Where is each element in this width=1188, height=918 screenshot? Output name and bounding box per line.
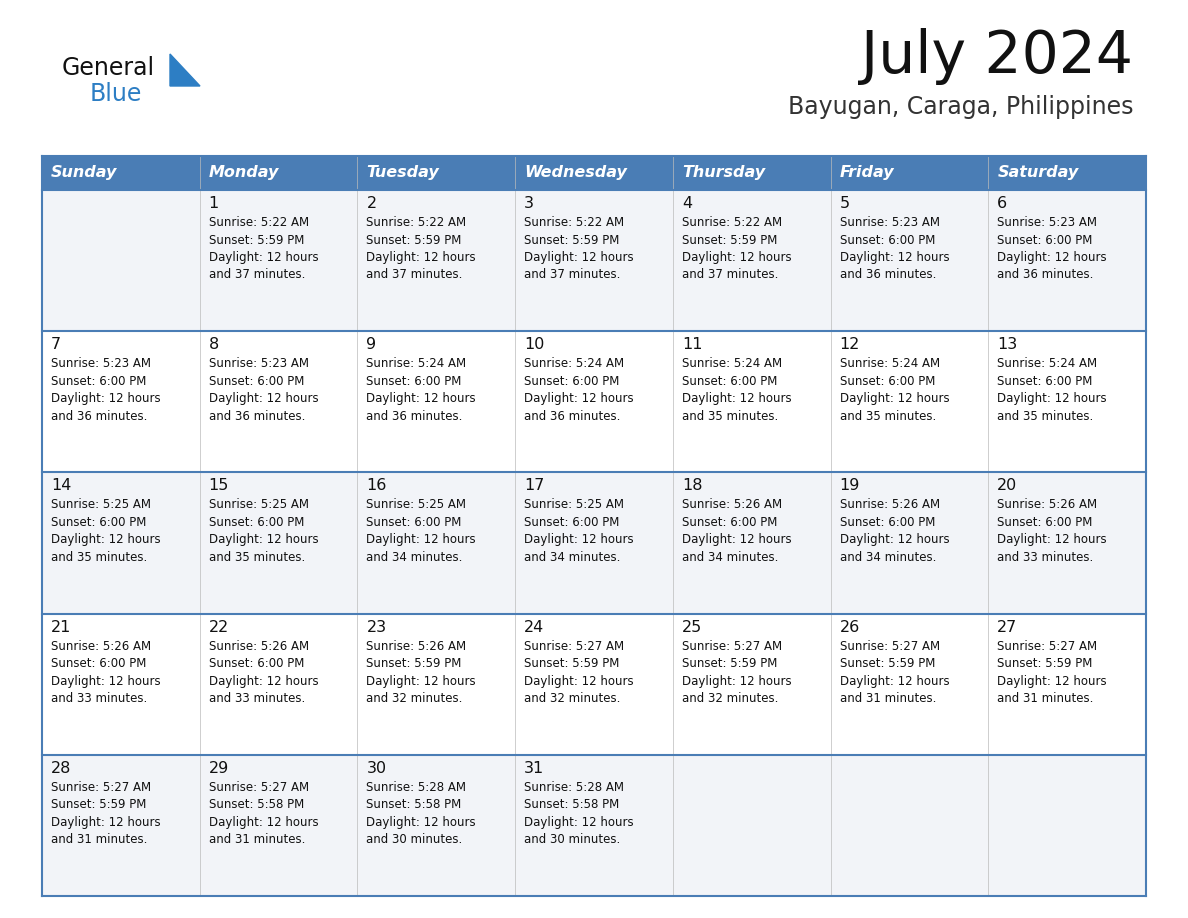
Text: 7: 7 bbox=[51, 337, 61, 353]
Text: Tuesday: Tuesday bbox=[366, 165, 440, 181]
Text: Sunrise: 5:26 AM
Sunset: 6:00 PM
Daylight: 12 hours
and 33 minutes.: Sunrise: 5:26 AM Sunset: 6:00 PM Dayligh… bbox=[51, 640, 160, 705]
Text: July 2024: July 2024 bbox=[861, 28, 1133, 85]
Text: Sunrise: 5:25 AM
Sunset: 6:00 PM
Daylight: 12 hours
and 35 minutes.: Sunrise: 5:25 AM Sunset: 6:00 PM Dayligh… bbox=[209, 498, 318, 564]
Text: 10: 10 bbox=[524, 337, 544, 353]
Text: Sunrise: 5:26 AM
Sunset: 6:00 PM
Daylight: 12 hours
and 33 minutes.: Sunrise: 5:26 AM Sunset: 6:00 PM Dayligh… bbox=[997, 498, 1107, 564]
Bar bbox=[42, 156, 1146, 190]
Text: 27: 27 bbox=[997, 620, 1018, 634]
Text: 2: 2 bbox=[366, 196, 377, 211]
Text: 5: 5 bbox=[840, 196, 849, 211]
Text: Sunrise: 5:26 AM
Sunset: 6:00 PM
Daylight: 12 hours
and 34 minutes.: Sunrise: 5:26 AM Sunset: 6:00 PM Dayligh… bbox=[840, 498, 949, 564]
Text: Sunrise: 5:22 AM
Sunset: 5:59 PM
Daylight: 12 hours
and 37 minutes.: Sunrise: 5:22 AM Sunset: 5:59 PM Dayligh… bbox=[209, 216, 318, 282]
Text: 17: 17 bbox=[524, 478, 544, 493]
Text: Sunrise: 5:27 AM
Sunset: 5:59 PM
Daylight: 12 hours
and 31 minutes.: Sunrise: 5:27 AM Sunset: 5:59 PM Dayligh… bbox=[997, 640, 1107, 705]
Text: 21: 21 bbox=[51, 620, 71, 634]
Text: Friday: Friday bbox=[840, 165, 895, 181]
Text: Sunrise: 5:24 AM
Sunset: 6:00 PM
Daylight: 12 hours
and 35 minutes.: Sunrise: 5:24 AM Sunset: 6:00 PM Dayligh… bbox=[997, 357, 1107, 422]
Text: Sunrise: 5:27 AM
Sunset: 5:59 PM
Daylight: 12 hours
and 32 minutes.: Sunrise: 5:27 AM Sunset: 5:59 PM Dayligh… bbox=[524, 640, 633, 705]
Text: Wednesday: Wednesday bbox=[524, 165, 627, 181]
Text: 19: 19 bbox=[840, 478, 860, 493]
Text: 26: 26 bbox=[840, 620, 860, 634]
Text: Saturday: Saturday bbox=[997, 165, 1079, 181]
Text: Sunrise: 5:26 AM
Sunset: 6:00 PM
Daylight: 12 hours
and 33 minutes.: Sunrise: 5:26 AM Sunset: 6:00 PM Dayligh… bbox=[209, 640, 318, 705]
Text: Sunrise: 5:23 AM
Sunset: 6:00 PM
Daylight: 12 hours
and 36 minutes.: Sunrise: 5:23 AM Sunset: 6:00 PM Dayligh… bbox=[840, 216, 949, 282]
Text: 16: 16 bbox=[366, 478, 387, 493]
Text: Thursday: Thursday bbox=[682, 165, 765, 181]
Text: Sunrise: 5:24 AM
Sunset: 6:00 PM
Daylight: 12 hours
and 35 minutes.: Sunrise: 5:24 AM Sunset: 6:00 PM Dayligh… bbox=[840, 357, 949, 422]
Text: 15: 15 bbox=[209, 478, 229, 493]
Text: 20: 20 bbox=[997, 478, 1018, 493]
Text: Sunday: Sunday bbox=[51, 165, 118, 181]
Polygon shape bbox=[170, 54, 200, 86]
Text: Sunrise: 5:25 AM
Sunset: 6:00 PM
Daylight: 12 hours
and 34 minutes.: Sunrise: 5:25 AM Sunset: 6:00 PM Dayligh… bbox=[366, 498, 476, 564]
Text: 3: 3 bbox=[524, 196, 535, 211]
Text: 4: 4 bbox=[682, 196, 691, 211]
Text: Sunrise: 5:22 AM
Sunset: 5:59 PM
Daylight: 12 hours
and 37 minutes.: Sunrise: 5:22 AM Sunset: 5:59 PM Dayligh… bbox=[682, 216, 791, 282]
Text: Sunrise: 5:27 AM
Sunset: 5:59 PM
Daylight: 12 hours
and 32 minutes.: Sunrise: 5:27 AM Sunset: 5:59 PM Dayligh… bbox=[682, 640, 791, 705]
Text: Sunrise: 5:25 AM
Sunset: 6:00 PM
Daylight: 12 hours
and 35 minutes.: Sunrise: 5:25 AM Sunset: 6:00 PM Dayligh… bbox=[51, 498, 160, 564]
Bar bbox=[42, 190, 1146, 331]
Text: Sunrise: 5:27 AM
Sunset: 5:58 PM
Daylight: 12 hours
and 31 minutes.: Sunrise: 5:27 AM Sunset: 5:58 PM Dayligh… bbox=[209, 781, 318, 846]
Text: Sunrise: 5:23 AM
Sunset: 6:00 PM
Daylight: 12 hours
and 36 minutes.: Sunrise: 5:23 AM Sunset: 6:00 PM Dayligh… bbox=[209, 357, 318, 422]
Text: 14: 14 bbox=[51, 478, 71, 493]
Text: Monday: Monday bbox=[209, 165, 279, 181]
Text: Sunrise: 5:27 AM
Sunset: 5:59 PM
Daylight: 12 hours
and 31 minutes.: Sunrise: 5:27 AM Sunset: 5:59 PM Dayligh… bbox=[840, 640, 949, 705]
Text: 29: 29 bbox=[209, 761, 229, 776]
Text: Sunrise: 5:26 AM
Sunset: 6:00 PM
Daylight: 12 hours
and 34 minutes.: Sunrise: 5:26 AM Sunset: 6:00 PM Dayligh… bbox=[682, 498, 791, 564]
Bar bbox=[42, 331, 1146, 473]
Text: Sunrise: 5:27 AM
Sunset: 5:59 PM
Daylight: 12 hours
and 31 minutes.: Sunrise: 5:27 AM Sunset: 5:59 PM Dayligh… bbox=[51, 781, 160, 846]
Text: Sunrise: 5:22 AM
Sunset: 5:59 PM
Daylight: 12 hours
and 37 minutes.: Sunrise: 5:22 AM Sunset: 5:59 PM Dayligh… bbox=[366, 216, 476, 282]
Bar bbox=[42, 613, 1146, 755]
Text: Sunrise: 5:24 AM
Sunset: 6:00 PM
Daylight: 12 hours
and 35 minutes.: Sunrise: 5:24 AM Sunset: 6:00 PM Dayligh… bbox=[682, 357, 791, 422]
Text: Sunrise: 5:24 AM
Sunset: 6:00 PM
Daylight: 12 hours
and 36 minutes.: Sunrise: 5:24 AM Sunset: 6:00 PM Dayligh… bbox=[366, 357, 476, 422]
Text: 28: 28 bbox=[51, 761, 71, 776]
Text: Sunrise: 5:26 AM
Sunset: 5:59 PM
Daylight: 12 hours
and 32 minutes.: Sunrise: 5:26 AM Sunset: 5:59 PM Dayligh… bbox=[366, 640, 476, 705]
Text: General: General bbox=[62, 56, 156, 80]
Text: 8: 8 bbox=[209, 337, 219, 353]
Text: Sunrise: 5:23 AM
Sunset: 6:00 PM
Daylight: 12 hours
and 36 minutes.: Sunrise: 5:23 AM Sunset: 6:00 PM Dayligh… bbox=[51, 357, 160, 422]
Text: Sunrise: 5:22 AM
Sunset: 5:59 PM
Daylight: 12 hours
and 37 minutes.: Sunrise: 5:22 AM Sunset: 5:59 PM Dayligh… bbox=[524, 216, 633, 282]
Text: 6: 6 bbox=[997, 196, 1007, 211]
Text: 12: 12 bbox=[840, 337, 860, 353]
Text: 23: 23 bbox=[366, 620, 386, 634]
Text: Sunrise: 5:28 AM
Sunset: 5:58 PM
Daylight: 12 hours
and 30 minutes.: Sunrise: 5:28 AM Sunset: 5:58 PM Dayligh… bbox=[524, 781, 633, 846]
Text: 22: 22 bbox=[209, 620, 229, 634]
Text: 18: 18 bbox=[682, 478, 702, 493]
Text: 13: 13 bbox=[997, 337, 1018, 353]
Text: Sunrise: 5:28 AM
Sunset: 5:58 PM
Daylight: 12 hours
and 30 minutes.: Sunrise: 5:28 AM Sunset: 5:58 PM Dayligh… bbox=[366, 781, 476, 846]
Text: 24: 24 bbox=[524, 620, 544, 634]
Text: Sunrise: 5:25 AM
Sunset: 6:00 PM
Daylight: 12 hours
and 34 minutes.: Sunrise: 5:25 AM Sunset: 6:00 PM Dayligh… bbox=[524, 498, 633, 564]
Text: Sunrise: 5:24 AM
Sunset: 6:00 PM
Daylight: 12 hours
and 36 minutes.: Sunrise: 5:24 AM Sunset: 6:00 PM Dayligh… bbox=[524, 357, 633, 422]
Bar bbox=[42, 473, 1146, 613]
Text: 11: 11 bbox=[682, 337, 702, 353]
Text: 25: 25 bbox=[682, 620, 702, 634]
Text: Blue: Blue bbox=[90, 82, 143, 106]
Text: Sunrise: 5:23 AM
Sunset: 6:00 PM
Daylight: 12 hours
and 36 minutes.: Sunrise: 5:23 AM Sunset: 6:00 PM Dayligh… bbox=[997, 216, 1107, 282]
Text: 1: 1 bbox=[209, 196, 219, 211]
Text: 31: 31 bbox=[524, 761, 544, 776]
Text: Bayugan, Caraga, Philippines: Bayugan, Caraga, Philippines bbox=[788, 95, 1133, 119]
Text: 9: 9 bbox=[366, 337, 377, 353]
Text: 30: 30 bbox=[366, 761, 386, 776]
Bar bbox=[42, 755, 1146, 896]
